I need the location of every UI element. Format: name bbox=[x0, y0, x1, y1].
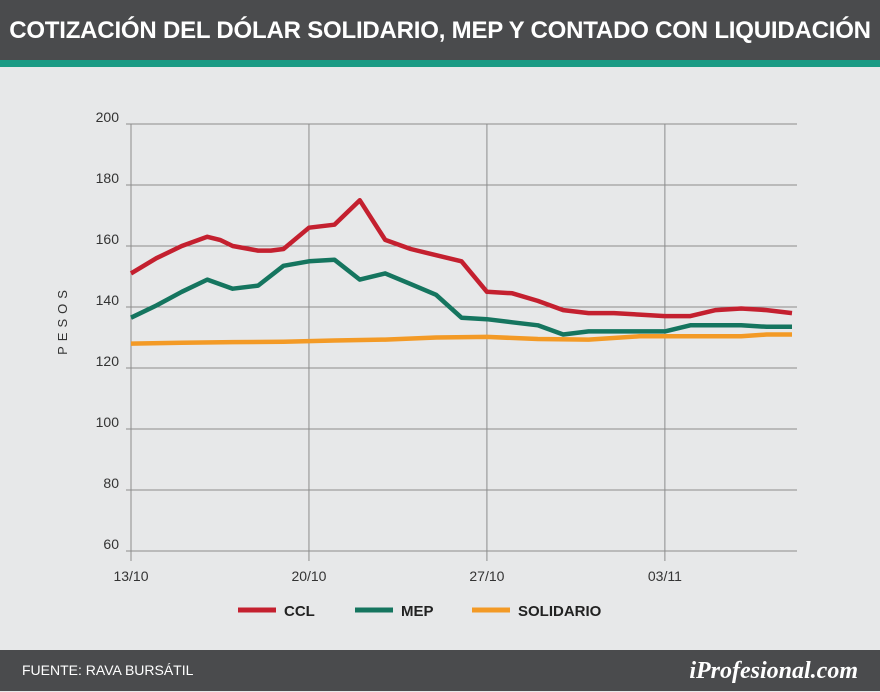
header-bar: COTIZACIÓN DEL DÓLAR SOLIDARIO, MEP Y CO… bbox=[0, 0, 880, 60]
footer-bar: FUENTE: RAVA BURSÁTIL iProfesional.com bbox=[0, 650, 880, 691]
legend-label-solidario: SOLIDARIO bbox=[518, 603, 602, 620]
y-tick-labels: 60 80 100 120 140 160 180 200 bbox=[96, 109, 120, 552]
legend-label-ccl: CCL bbox=[284, 603, 315, 620]
x-tick-label-20-10: 20/10 bbox=[291, 568, 326, 584]
series-line-solidario bbox=[130, 332, 792, 346]
source-note: FUENTE: RAVA BURSÁTIL bbox=[22, 662, 194, 678]
x-tick-label-13-10: 13/10 bbox=[113, 568, 148, 584]
y-tick-label-180: 180 bbox=[96, 170, 120, 186]
series-line-mep bbox=[130, 257, 792, 337]
y-tick-label-60: 60 bbox=[103, 536, 119, 552]
legend-label-mep: MEP bbox=[401, 603, 434, 620]
accent-stripe bbox=[0, 60, 880, 67]
y-tick-label-100: 100 bbox=[96, 414, 120, 430]
legend: CCL MEP SOLIDARIO bbox=[238, 603, 602, 620]
y-tick-label-80: 80 bbox=[103, 475, 119, 491]
chart-title: COTIZACIÓN DEL DÓLAR SOLIDARIO, MEP Y CO… bbox=[9, 17, 871, 44]
line-chart: 60 80 100 120 140 160 180 200 13/10 20/10 27/10 03… bbox=[55, 109, 797, 620]
x-tick-label-03-11: 03/11 bbox=[648, 568, 682, 584]
y-axis-label: PESOS bbox=[55, 285, 70, 355]
series-line-ccl bbox=[129, 198, 793, 319]
y-tick-label-140: 140 bbox=[96, 292, 120, 308]
y-tick-label-160: 160 bbox=[96, 231, 120, 247]
brand-logo: iProfesional.com bbox=[689, 658, 858, 684]
x-tick-labels: 13/10 20/10 27/10 03/11 bbox=[113, 568, 682, 584]
x-tick-label-27-10: 27/10 bbox=[469, 568, 504, 584]
y-tick-label-120: 120 bbox=[96, 353, 120, 369]
series-lines bbox=[129, 198, 793, 346]
y-tick-label-200: 200 bbox=[96, 109, 120, 125]
